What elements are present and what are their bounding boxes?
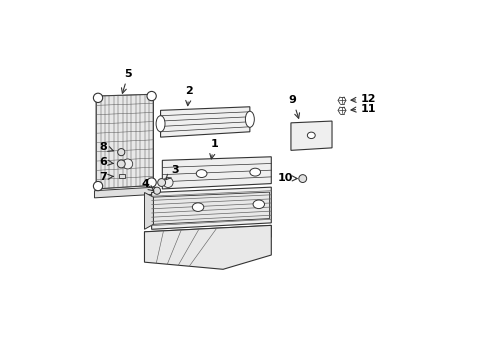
Polygon shape xyxy=(153,192,269,224)
Text: 6: 6 xyxy=(99,157,113,167)
Polygon shape xyxy=(94,187,155,198)
Polygon shape xyxy=(144,225,271,244)
Polygon shape xyxy=(290,121,331,150)
Polygon shape xyxy=(160,107,249,137)
Ellipse shape xyxy=(196,170,206,177)
Ellipse shape xyxy=(307,132,315,139)
Polygon shape xyxy=(96,94,153,189)
Ellipse shape xyxy=(192,203,203,211)
Polygon shape xyxy=(151,187,271,229)
Circle shape xyxy=(93,181,102,191)
Polygon shape xyxy=(144,225,271,269)
Polygon shape xyxy=(162,157,271,189)
Text: 12: 12 xyxy=(350,94,376,104)
Text: 3: 3 xyxy=(165,165,178,180)
Text: 4: 4 xyxy=(141,179,154,191)
Text: 10: 10 xyxy=(277,173,297,183)
Ellipse shape xyxy=(156,116,164,132)
Circle shape xyxy=(163,177,173,188)
Text: 2: 2 xyxy=(185,86,193,105)
Circle shape xyxy=(118,149,124,156)
Polygon shape xyxy=(144,193,153,229)
Text: 1: 1 xyxy=(209,139,218,159)
Text: 9: 9 xyxy=(288,95,299,118)
Circle shape xyxy=(117,160,125,168)
Circle shape xyxy=(147,91,156,101)
Circle shape xyxy=(153,187,160,194)
Circle shape xyxy=(93,93,102,103)
Circle shape xyxy=(298,175,306,183)
Text: 8: 8 xyxy=(100,142,113,152)
Bar xyxy=(119,174,125,178)
Text: 11: 11 xyxy=(350,104,376,113)
Ellipse shape xyxy=(253,200,264,208)
Circle shape xyxy=(147,178,156,187)
Circle shape xyxy=(122,159,132,169)
Text: 7: 7 xyxy=(100,172,113,182)
Text: 5: 5 xyxy=(121,68,132,93)
Circle shape xyxy=(157,179,165,186)
Ellipse shape xyxy=(245,111,254,127)
Ellipse shape xyxy=(249,168,260,176)
